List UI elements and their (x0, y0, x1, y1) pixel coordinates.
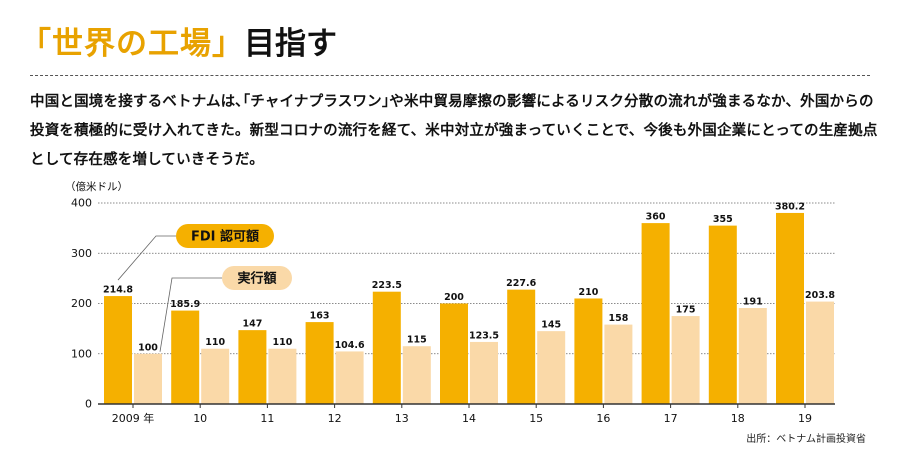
fdi-bar-label: 214.8 (103, 285, 133, 296)
fdi-bar (641, 223, 670, 404)
x-tick-label: 13 (395, 412, 409, 425)
headline-rest: 目指す (244, 26, 337, 62)
fdi-bar (372, 291, 401, 404)
x-tick-label: 17 (664, 412, 678, 425)
fdi-bar (440, 303, 468, 404)
x-tick-label: 12 (328, 412, 342, 425)
executed-bar-label: 100 (138, 342, 158, 353)
fdi-legend-pill (176, 224, 274, 248)
fdi-bar (574, 298, 603, 404)
fdi-bar (171, 310, 200, 404)
executed-bar (671, 316, 700, 404)
executed-bar-label: 145 (541, 320, 561, 331)
executed-bar (537, 331, 566, 404)
fdi-bar-label: 147 (242, 319, 262, 330)
executed-bar (402, 346, 431, 404)
x-tick-label: 2009 年 (112, 411, 155, 425)
x-tick-label: 14 (462, 412, 476, 425)
executed-legend-pill (222, 266, 292, 290)
executed-bar-label: 123.5 (469, 330, 499, 341)
y-tick-label: 200 (71, 297, 92, 310)
x-tick-label: 19 (798, 412, 812, 425)
executed-bar (134, 353, 162, 404)
x-tick-label: 15 (529, 412, 543, 425)
executed-bar-label: 175 (676, 305, 696, 316)
x-tick-label: 10 (193, 412, 207, 425)
fdi-bar-label: 355 (713, 214, 733, 225)
executed-bar-label: 203.8 (805, 290, 835, 301)
y-axis-label: （億米ドル） (65, 180, 128, 193)
fdi-bar (507, 289, 536, 404)
fdi-bar (776, 212, 804, 404)
fdi-bar (305, 322, 334, 404)
headline-accent: 「世界の工場」 (20, 26, 244, 62)
executed-bar-label: 158 (608, 313, 628, 324)
fdi-bar-label: 163 (310, 311, 330, 322)
executed-bar (738, 308, 767, 404)
fdi-bar (104, 296, 132, 404)
executed-bar (268, 348, 297, 404)
dashed-divider (30, 75, 870, 76)
fdi-bar-label: 380.2 (775, 201, 805, 212)
source-note: 出所：ベトナム計画投資省 (746, 434, 866, 445)
fdi-bar (238, 330, 267, 404)
executed-bar-label: 104.6 (335, 340, 365, 351)
fdi-bar-label: 223.5 (372, 280, 402, 291)
fdi-bar-label: 227.6 (506, 278, 536, 289)
fdi-bar-label: 360 (646, 212, 666, 223)
fdi-leader-line (117, 235, 176, 281)
executed-bar (806, 301, 834, 404)
executed-bar-label: 110 (205, 337, 225, 348)
y-tick-label: 300 (71, 247, 92, 260)
fdi-bar-label: 185.9 (170, 299, 200, 310)
executed-bar (470, 341, 498, 404)
y-tick-label: 0 (85, 398, 92, 411)
lead-paragraph: 中国と国境を接するベトナムは､｢チャイナプラスワン｣や米中貿易摩擦の影響によるリ… (30, 94, 878, 168)
executed-bar-label: 191 (743, 297, 763, 308)
executed-legend-label: 実行額 (237, 271, 276, 287)
executed-bar (335, 351, 364, 404)
executed-bar-label: 110 (272, 337, 292, 348)
executed-bar-label: 115 (407, 335, 427, 346)
fdi-legend-label: FDI 認可額 (191, 229, 259, 245)
x-tick-label: 16 (596, 412, 610, 425)
x-tick-label: 18 (731, 412, 745, 425)
fdi-bar-label: 210 (578, 287, 598, 298)
y-tick-label: 400 (71, 197, 92, 210)
executed-leader-line (159, 277, 222, 352)
y-tick-label: 100 (71, 347, 92, 360)
executed-bar (201, 348, 230, 404)
executed-bar (604, 324, 633, 404)
fdi-bar-label: 200 (444, 292, 464, 303)
fdi-bar (708, 225, 737, 404)
headline: 「世界の工場」目指す (20, 18, 337, 62)
x-tick-label: 11 (260, 412, 274, 425)
